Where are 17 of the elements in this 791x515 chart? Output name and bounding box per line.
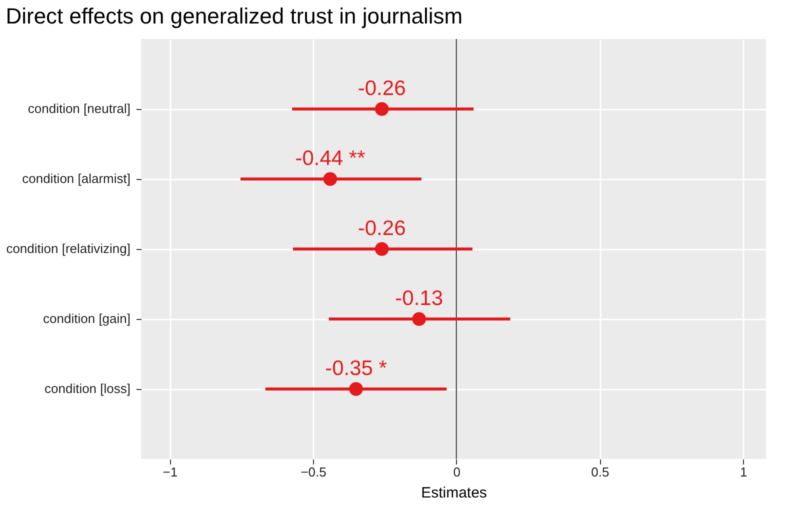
- y-tick-label: condition [neutral]: [28, 101, 130, 116]
- x-tick-label: 0: [453, 464, 460, 480]
- y-tick-label: condition [relativizing]: [6, 241, 130, 256]
- data-label: -0.44 **: [295, 147, 366, 170]
- y-tick-label: condition [gain]: [43, 311, 130, 326]
- x-tick-label: 1: [740, 464, 748, 480]
- x-tick-label: 0.5: [591, 464, 610, 480]
- data-label: -0.26: [358, 77, 406, 100]
- data-label: -0.26: [358, 217, 406, 240]
- data-label: -0.35 *: [325, 357, 387, 380]
- data-label: -0.13: [395, 287, 444, 310]
- x-tick-label: −0.5: [300, 464, 326, 480]
- chart-title: Direct effects on generalized trust in journalism: [6, 4, 463, 28]
- x-tick-label: −1: [162, 464, 178, 480]
- x-axis-title: Estimates: [421, 484, 487, 502]
- y-tick-label: condition [alarmist]: [22, 171, 130, 186]
- y-tick-label: condition [loss]: [44, 381, 130, 396]
